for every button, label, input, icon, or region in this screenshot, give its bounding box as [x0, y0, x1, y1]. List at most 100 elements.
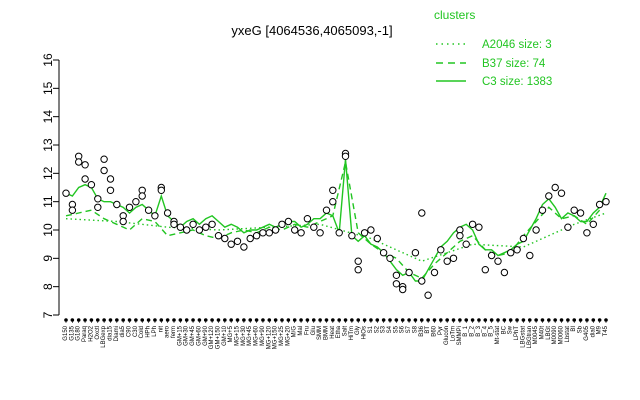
x-tick-label: S8: [412, 325, 418, 333]
data-point: [100, 155, 108, 163]
plot-area: 7 8 9 10 11 12 13 14 15 16 G150 G135 G180 Paraq H2O2 O…: [41, 53, 610, 349]
x-tick-dot: [261, 318, 265, 322]
x-tick-label: BC: [501, 325, 507, 334]
legend: clusters A2046 size: 3 B37 size: 74 C3 s…: [434, 8, 552, 88]
data-point: [329, 198, 337, 206]
x-tick-dot: [566, 318, 570, 322]
data-point: [322, 206, 331, 214]
data-point: [456, 232, 464, 240]
x-tick-dot: [439, 318, 443, 322]
x-tick-label: B36: [419, 325, 425, 336]
x-tick-dot: [197, 318, 202, 322]
x-tick-dot: [597, 318, 602, 322]
data-point: [125, 203, 134, 212]
data-point: [214, 232, 223, 240]
data-point: [208, 220, 216, 229]
data-point: [68, 206, 77, 214]
x-tick-label: dia15: [107, 325, 113, 340]
series-line-dashed: [65, 161, 601, 280]
x-tick-label: H2O2: [88, 325, 94, 341]
x-tick-label: Glu: [311, 326, 317, 335]
x-tick-dot: [331, 318, 335, 322]
x-tick-label: Cold: [139, 326, 145, 338]
chart-title: yxeG [4064536,4065093,-1]: [231, 23, 392, 38]
legend-label-a2046: A2046 size: 3: [482, 39, 552, 51]
x-tick-label: MG+15: [235, 325, 241, 346]
x-tick-label: M9: [597, 325, 603, 334]
x-tick-dot: [432, 318, 437, 322]
x-tick-dot: [540, 318, 545, 322]
x-tick-dot: [280, 318, 284, 322]
x-tick-label: LPhT: [514, 326, 520, 341]
x-tick-label: LBGexp: [101, 325, 107, 347]
data-point: [303, 215, 312, 223]
data-point: [106, 186, 115, 195]
x-tick-dot: [451, 318, 456, 322]
data-point: [259, 229, 267, 237]
x-tick-dot: [318, 318, 322, 322]
x-tick-label: LBGstat: [520, 326, 526, 348]
y-tick-label: 14: [41, 110, 55, 124]
x-tick-dot: [419, 318, 424, 322]
data-point: [526, 251, 534, 260]
data-point: [316, 229, 324, 237]
data-point: [348, 232, 356, 240]
x-tick-dot: [496, 318, 500, 322]
data-point: [195, 226, 204, 234]
data-point: [462, 240, 470, 248]
data-point: [81, 161, 89, 169]
x-tick-label: HPh: [146, 326, 152, 338]
y-tick-label: 8: [41, 283, 55, 290]
x-tick-label: MG+45: [247, 325, 253, 346]
x-tick-label: G405: [584, 325, 590, 340]
x-tick-label: BMM: [323, 326, 329, 340]
x-tick-dot: [604, 318, 608, 322]
data-point: [519, 234, 528, 243]
x-tick-dot: [381, 318, 386, 322]
y-axis-ticks: 7 8 9 10 11 12 13 14 15 16: [41, 53, 59, 318]
x-tick-label: Gly: [355, 326, 361, 335]
x-tick-dot: [311, 318, 316, 322]
x-tick-dot: [324, 318, 329, 322]
x-tick-dot: [191, 318, 195, 322]
data-point: [373, 234, 381, 243]
x-tick-label: Mal: [298, 326, 304, 336]
x-tick-label: HiTm: [349, 326, 355, 340]
legend-label-c3: C3 size: 1383: [482, 76, 552, 88]
x-tick-label: B60: [431, 325, 437, 336]
data-point: [354, 257, 362, 265]
data-point: [271, 226, 280, 234]
x-tick-label: S5: [393, 325, 399, 333]
legend-title: clusters: [434, 8, 475, 22]
x-tick-dot: [127, 318, 132, 322]
x-tick-label: Fru: [304, 326, 310, 335]
x-tick-dot: [362, 318, 367, 322]
data-point: [513, 246, 521, 254]
x-tick-label: C30: [133, 325, 139, 337]
x-tick-label: GM+150: [215, 325, 221, 349]
x-tick-dot: [553, 318, 557, 322]
data-point: [602, 198, 610, 206]
data-point: [297, 229, 305, 237]
data-point: [341, 152, 350, 161]
data-point: [475, 223, 483, 231]
x-tick-dot: [210, 318, 214, 322]
x-tick-label: MG+120: [266, 325, 272, 349]
x-tick-dot: [527, 318, 532, 322]
x-tick-dot: [508, 318, 513, 322]
data-point: [163, 209, 172, 217]
x-tick-label: GM+120: [209, 325, 215, 349]
y-tick-label: 16: [41, 53, 55, 67]
x-tick-dot: [108, 318, 113, 322]
x-tick-dot: [178, 318, 183, 322]
x-tick-dot: [350, 318, 354, 322]
y-tick-label: 9: [41, 255, 55, 262]
x-tick-dot: [203, 318, 208, 322]
data-point: [170, 220, 178, 229]
data-point: [424, 291, 432, 299]
x-tick-label: B_3: [476, 325, 482, 336]
x-tick-label: BI: [571, 326, 577, 332]
x-tick-dot: [521, 318, 526, 322]
x-tick-dot: [70, 318, 75, 322]
x-tick-label: M0090: [552, 325, 558, 344]
